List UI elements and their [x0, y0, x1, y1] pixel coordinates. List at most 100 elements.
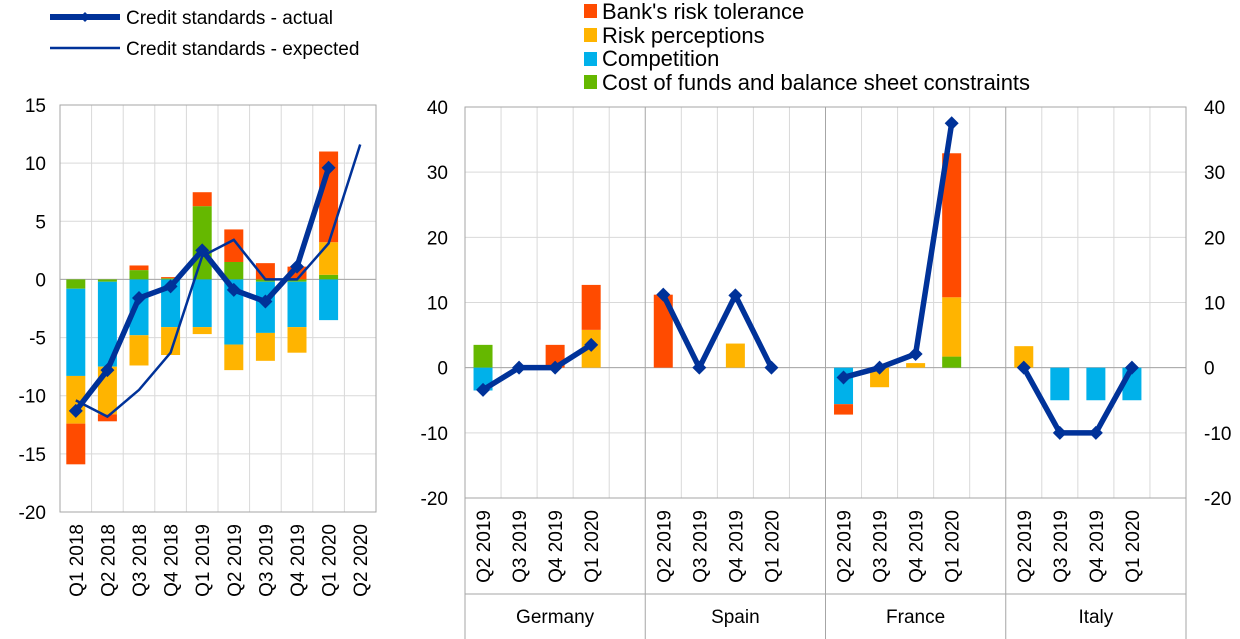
x-tick-label-q1-2019: Q1 2019: [193, 524, 214, 597]
country-bar-risk_perceptions-9: [870, 367, 890, 388]
actual-point-3: [163, 279, 178, 294]
actual-point-1: [100, 363, 115, 378]
country-bar-risk_tolerance-8: [834, 404, 854, 415]
y-tick-label--20: -20: [19, 503, 46, 524]
actual-point-italy-1: [1052, 425, 1067, 440]
ea-bar-risk_tolerance-2: [129, 265, 149, 271]
actual-point-germany-2: [548, 360, 563, 375]
group-label-spain: Spain: [711, 607, 760, 628]
ea-bar-risk_tolerance-4: [192, 192, 212, 207]
actual-point-8: [321, 160, 336, 175]
x-tick-label-q2-2020: Q2 2020: [351, 524, 372, 597]
x-tick-label-germany-q4-2019: Q4 2019: [546, 510, 567, 583]
group-label-france: France: [886, 607, 945, 628]
legend-cost-of-funds-label: Cost of funds and balance sheet constrai…: [602, 70, 1030, 95]
ea-bar-cost_of_funds-5: [224, 261, 244, 280]
ea-bar-risk_tolerance-5: [224, 229, 244, 262]
actual-point-spain-3: [764, 360, 779, 375]
legend-risk-perceptions-swatch: [584, 28, 597, 42]
ea-bar-cost_of_funds-0: [66, 279, 86, 289]
actual-point-spain-0: [656, 287, 671, 302]
country-bar-cost_of_funds-0: [473, 344, 493, 368]
country-bar-cost_of_funds-11: [942, 356, 962, 368]
x-tick-label-q2-2019: Q2 2019: [225, 524, 246, 597]
group-label-italy: Italy: [1078, 607, 1113, 628]
legend-competition-swatch: [584, 52, 597, 66]
country-bar-risk_perceptions-6: [725, 343, 745, 368]
ea-bar-cost_of_funds-3: [161, 278, 181, 280]
y-tick-label--10: -10: [19, 387, 46, 408]
ea-bar-risk_perceptions-4: [192, 327, 212, 335]
x-tick-label-q1-2018: Q1 2018: [67, 524, 88, 597]
y-tick-label-right-30: 30: [1204, 163, 1225, 184]
group-label-germany: Germany: [516, 607, 595, 628]
actual-point-france-1: [872, 360, 887, 375]
y-tick-label--5: -5: [29, 329, 46, 350]
country-bar-risk_perceptions-11: [942, 297, 962, 357]
actual-point-spain-1: [692, 360, 707, 375]
x-tick-label-france-q2-2019: Q2 2019: [835, 510, 856, 583]
series-line-expected: [75, 144, 362, 419]
x-tick-label-q3-2018: Q3 2018: [130, 524, 151, 597]
ea-bar-risk_perceptions-5: [224, 344, 244, 371]
country-bar-risk_tolerance-11: [942, 153, 962, 298]
legend-right: Bank's risk tolerance Risk perceptions C…: [584, 0, 1030, 95]
x-tick-label-france-q1-2020: Q1 2020: [943, 510, 964, 583]
country-bar-risk_tolerance-3: [581, 284, 601, 330]
x-tick-label-q3-2019: Q3 2019: [256, 524, 277, 597]
x-tick-label-q2-2018: Q2 2018: [98, 524, 119, 597]
y-tick-label-10: 10: [25, 154, 46, 175]
y-tick-label-left-0: 0: [437, 359, 448, 380]
actual-point-france-2: [908, 346, 923, 361]
x-tick-label-germany-q1-2020: Q1 2020: [582, 510, 603, 583]
euro-area-panel: -20 -15 -10 -5 0 5 10 15 Q1 2018 Q2 2018 Q3 2018 Q4…: [19, 96, 377, 597]
ea-bar-cost_of_funds-8: [319, 274, 339, 280]
x-tick-label-q4-2019: Q4 2019: [288, 524, 309, 597]
legend-risk-tolerance-label: Bank's risk tolerance: [602, 0, 804, 24]
ea-bar-risk_perceptions-8: [319, 242, 339, 275]
actual-point-germany-0: [476, 382, 491, 397]
x-tick-label-q4-2018: Q4 2018: [162, 524, 183, 597]
countries-panel: -20 -20 -10 -10 0 0 10 10 20 20 30 30 40 40 Q2 2019 Q3 …: [421, 98, 1231, 639]
y-tick-label-left-20: 20: [427, 228, 448, 249]
country-bar-risk_tolerance-4: [653, 294, 673, 368]
y-tick-label-15: 15: [25, 96, 46, 117]
legend-cost-of-funds-swatch: [584, 75, 597, 89]
y-tick-label-right-20: 20: [1204, 228, 1225, 249]
x-tick-label-italy-q1-2020: Q1 2020: [1123, 510, 1144, 583]
x-tick-label-spain-q1-2020: Q1 2020: [762, 510, 783, 583]
legend-actual-label: Credit standards - actual: [126, 8, 333, 29]
ea-bar-risk_tolerance-3: [161, 277, 181, 279]
ea-bar-risk_perceptions-3: [161, 327, 181, 356]
series-line-actual-italy: [1021, 366, 1135, 436]
y-tick-label-5: 5: [35, 212, 46, 233]
x-tick-label-germany-q3-2019: Q3 2019: [510, 510, 531, 583]
country-bar-competition-13: [1050, 367, 1070, 401]
y-tick-label-left--20: -20: [421, 489, 448, 510]
y-tick-label-0: 0: [35, 270, 46, 291]
actual-point-italy-2: [1088, 425, 1103, 440]
y-tick-label-right--20: -20: [1204, 489, 1231, 510]
y-tick-label-right-10: 10: [1204, 294, 1225, 315]
y-tick-label-right--10: -10: [1204, 424, 1231, 445]
ea-bar-cost_of_funds-4: [192, 206, 212, 280]
x-tick-label-spain-q4-2019: Q4 2019: [726, 510, 747, 583]
legend-expected-label: Credit standards - expected: [126, 39, 359, 60]
country-bar-risk_perceptions-12: [1014, 346, 1034, 368]
legend-risk-perceptions-label: Risk perceptions: [602, 23, 765, 48]
ea-bar-risk_perceptions-2: [129, 335, 149, 366]
ea-bar-competition-1: [97, 281, 117, 367]
x-tick-label-spain-q3-2019: Q3 2019: [690, 510, 711, 583]
y-tick-label-right-40: 40: [1204, 98, 1225, 119]
ea-bar-cost_of_funds-2: [129, 270, 149, 280]
x-tick-label-italy-q2-2019: Q2 2019: [1015, 510, 1036, 583]
actual-point-italy-0: [1016, 360, 1031, 375]
series-line-actual-spain: [660, 292, 774, 371]
actual-point-spain-2: [728, 288, 743, 303]
ea-bar-competition-7: [287, 281, 307, 328]
y-tick-label-left--10: -10: [421, 424, 448, 445]
actual-point-4: [195, 243, 210, 258]
actual-point-6: [258, 294, 273, 309]
actual-point-france-0: [836, 370, 851, 385]
